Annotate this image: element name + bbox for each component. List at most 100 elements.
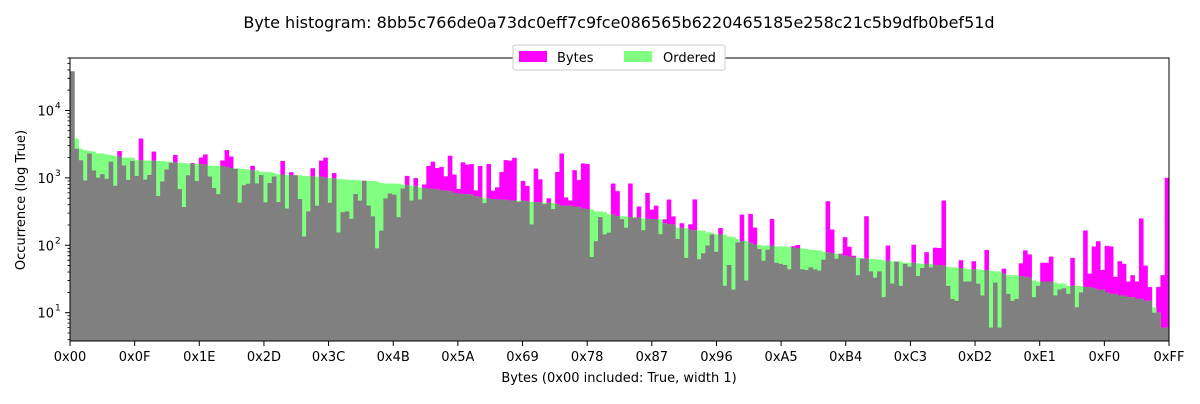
overlap-bar (937, 264, 942, 341)
overlap-bar (877, 271, 882, 341)
overlap-bar (512, 200, 517, 341)
overlap-bar (576, 207, 582, 341)
overlap-bar (108, 161, 114, 341)
overlap-bar (924, 263, 929, 341)
overlap-bar (829, 253, 835, 341)
overlap-bar (344, 211, 350, 341)
overlap-bar (374, 248, 380, 341)
overlap-bar (679, 227, 685, 341)
y-tick-exponent: 3 (55, 169, 61, 179)
overlap-bar (1057, 289, 1062, 341)
overlap-bar (932, 264, 938, 341)
overlap-bar (211, 187, 217, 341)
overlap-bar (696, 259, 702, 341)
overlap-bar (383, 198, 388, 341)
overlap-bar (387, 193, 393, 341)
overlap-bar (559, 205, 564, 341)
overlap-bar (460, 194, 466, 341)
overlap-bar (795, 248, 801, 341)
overlap-bar (713, 251, 719, 341)
overlap-bar (422, 187, 427, 341)
overlap-bar (709, 234, 715, 341)
overlap-bar (945, 285, 951, 341)
overlap-bar (379, 230, 384, 341)
overlap-bar (173, 162, 178, 341)
overlap-bar (177, 189, 182, 341)
overlap-bar (310, 176, 315, 341)
overlap-bar (1040, 281, 1045, 341)
overlap-bar (731, 289, 736, 341)
overlap-bar (920, 268, 925, 341)
overlap-bar (1070, 285, 1075, 341)
overlap-bar (1134, 298, 1140, 341)
x-tick-label: 0x5A (441, 350, 474, 365)
overlap-bar (872, 277, 878, 341)
y-tick-exponent: 4 (55, 101, 61, 111)
overlap-bar (456, 193, 461, 341)
overlap-bar (606, 232, 612, 341)
overlap-bar (190, 164, 195, 341)
overlap-bar (825, 252, 831, 341)
overlap-bar (980, 295, 985, 341)
overlap-bar (331, 178, 337, 341)
y-tick-exponent: 2 (55, 236, 61, 246)
overlap-bar (1044, 281, 1050, 341)
overlap-bar (666, 224, 672, 341)
overlap-bar (271, 176, 277, 341)
overlap-bar (907, 266, 912, 341)
overlap-bar (327, 202, 333, 341)
overlap-bar (1096, 289, 1101, 341)
overlap-bar (786, 269, 792, 341)
y-tick-label: 10 (37, 104, 54, 119)
overlap-bar (683, 257, 689, 341)
overlap-bar (447, 191, 453, 341)
x-tick-label: 0xE1 (1023, 350, 1055, 365)
ordered-bar (997, 271, 1002, 341)
overlap-bar (464, 194, 470, 341)
bytes-bar (1083, 230, 1088, 341)
overlap-bar (125, 179, 131, 341)
overlap-bar (997, 327, 1002, 341)
overlap-bar (486, 198, 492, 341)
overlap-bar (525, 201, 530, 341)
overlap-bar (353, 194, 358, 341)
overlap-bar (203, 164, 208, 341)
overlap-bar (246, 183, 251, 341)
overlap-bar (623, 227, 629, 341)
overlap-bar (284, 208, 290, 341)
x-axis-label: Bytes (0x00 included: True, width 1) (501, 371, 736, 386)
bytes-bar (1164, 177, 1170, 341)
overlap-bar (572, 206, 577, 341)
overlap-bar (640, 230, 646, 341)
overlap-bar (370, 216, 376, 341)
overlap-bar (138, 160, 144, 341)
overlap-bar (902, 263, 908, 341)
overlap-bar (185, 175, 191, 341)
overlap-bar (87, 153, 92, 341)
overlap-bar (1005, 293, 1011, 341)
overlap-bar (452, 192, 457, 341)
overlap-bar (675, 238, 680, 341)
overlap-bar (688, 229, 693, 341)
y-tick-label: 10 (37, 307, 54, 322)
overlap-bar (293, 175, 298, 341)
overlap-bar (82, 180, 88, 341)
overlap-bar (842, 255, 848, 341)
overlap-bar (1018, 276, 1024, 341)
overlap-bar (1091, 288, 1097, 341)
overlap-bar (288, 175, 294, 341)
chart-title: Byte histogram: 8bb5c766de0a73dc0eff7c9f… (243, 13, 994, 32)
overlap-bar (1138, 298, 1144, 341)
overlap-bar (718, 234, 723, 341)
ordered-bar (731, 237, 736, 341)
overlap-bar (1147, 300, 1153, 341)
overlap-bar (739, 241, 745, 341)
overlap-bar (628, 217, 633, 341)
overlap-bar (662, 223, 668, 341)
overlap-bar (1010, 300, 1015, 341)
overlap-bar (314, 205, 320, 341)
overlap-bar (748, 242, 753, 341)
overlap-bar (782, 264, 788, 341)
overlap-bar (756, 249, 762, 341)
overlap-bar (95, 177, 101, 341)
